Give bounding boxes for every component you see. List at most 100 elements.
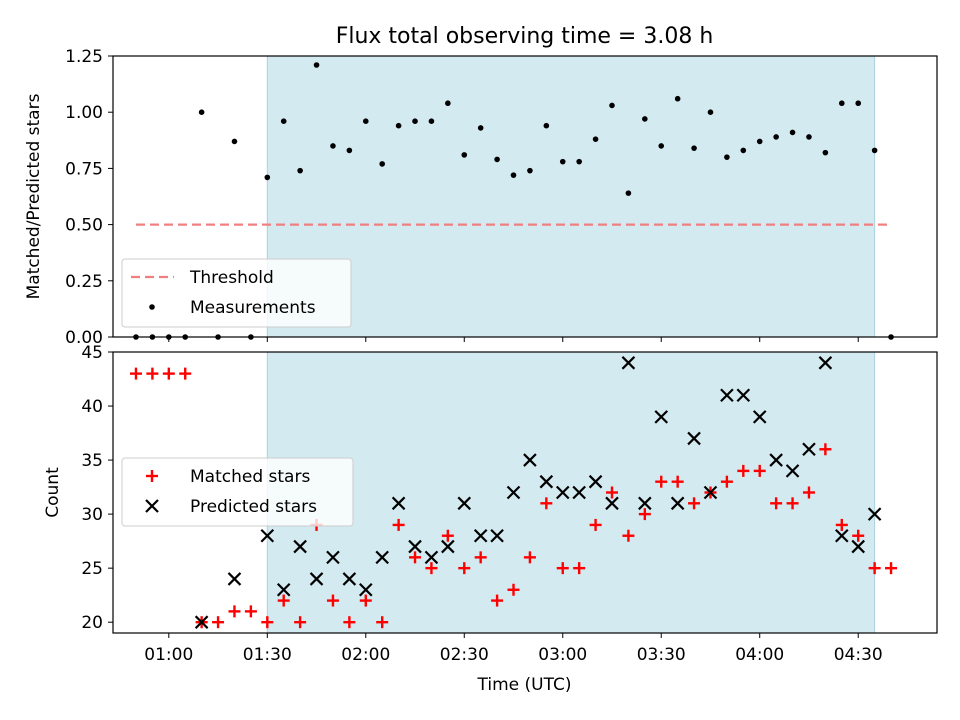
top-panel-frame	[112, 55, 938, 338]
predicted-star-point	[424, 550, 439, 565]
measurement-point	[625, 190, 632, 196]
matched-star-point	[852, 529, 865, 542]
top-panel: 0.00 0.25 0.50 0.75 1.00 1.25 Matched/Predict…	[24, 47, 938, 348]
predicted-star-point	[441, 539, 455, 554]
bottom-shaded-region	[266, 351, 876, 634]
predicted-star-point	[359, 582, 373, 597]
matched-star-point	[786, 497, 799, 510]
legend-measurements-label: Measurements	[190, 298, 316, 318]
matched-star-point	[376, 616, 389, 629]
y-tick-label: 0.75	[65, 159, 103, 179]
measurement-point	[691, 145, 697, 151]
measurement-point	[871, 147, 878, 154]
measurement-point	[477, 125, 484, 131]
predicted-star-point	[703, 485, 718, 500]
predicted-star-point	[572, 485, 586, 500]
matched-star-point	[146, 367, 159, 380]
matched-star-point	[359, 594, 372, 607]
measurement-point	[789, 129, 796, 136]
measurement-point	[346, 147, 353, 154]
measurement-point	[559, 158, 566, 165]
predicted-star-point	[490, 528, 504, 543]
predicted-star-point	[408, 539, 422, 554]
measurement-point	[576, 158, 582, 165]
measurement-point	[494, 156, 500, 163]
measurement-point	[674, 95, 681, 102]
measurement-point	[724, 154, 730, 160]
bottom-panel-frame	[112, 351, 938, 634]
predicted-star-point	[605, 496, 619, 511]
matched-star-point	[409, 551, 422, 564]
matched-star-point	[179, 367, 192, 380]
predicted-star-point	[785, 464, 800, 478]
predicted-star-point	[539, 474, 554, 489]
y-tick-label: 1.00	[65, 103, 103, 123]
measurement-point	[822, 149, 829, 156]
legend-threshold-label: Threshold	[189, 268, 274, 288]
measurement-point	[313, 62, 320, 68]
y-tick-label: 40	[81, 397, 103, 417]
matched-star-point	[589, 518, 602, 531]
y-tick-label: 0.00	[65, 328, 103, 348]
x-tick-label: 01:00	[144, 645, 193, 665]
measurement-point	[592, 136, 599, 142]
predicted-star-point	[260, 528, 275, 543]
predicted-star-point	[720, 388, 734, 403]
predicted-star-point	[227, 572, 242, 586]
matched-star-point	[162, 367, 175, 380]
predicted-star-point	[818, 356, 833, 370]
x-tick-label: 03:30	[637, 645, 686, 665]
bottom-y-ticks: 20 25 30 35 40 45	[81, 343, 113, 633]
measurement-point	[395, 122, 402, 129]
predicted-star-point	[523, 453, 537, 467]
top-legend: Threshold Measurements	[121, 258, 352, 328]
x-tick-label: 04:30	[834, 645, 883, 665]
predicted-star-point	[391, 496, 406, 511]
top-legend-box	[121, 258, 352, 328]
y-tick-label: 25	[81, 559, 103, 579]
measurement-point	[855, 100, 862, 107]
matched-star-point	[294, 616, 307, 629]
predicted-star-point	[457, 496, 472, 511]
measurement-point	[658, 143, 665, 149]
matched-star-point	[261, 616, 274, 629]
predicted-star-point	[670, 496, 685, 511]
matched-star-point	[819, 443, 832, 456]
matched-star-point	[556, 562, 569, 575]
matched-star-point	[638, 508, 651, 521]
matched-star-point	[622, 529, 635, 542]
predicted-stars-points	[194, 356, 882, 629]
predicted-star-point	[293, 539, 307, 554]
matched-star-point	[885, 562, 898, 575]
predicted-star-point	[342, 572, 357, 586]
matched-star-point	[129, 367, 142, 380]
x-axis-label: Time (UTC)	[477, 675, 572, 695]
top-shaded-region	[266, 55, 876, 338]
predicted-star-point	[276, 582, 291, 597]
matched-star-point	[770, 497, 783, 510]
top-x-ticks	[168, 337, 859, 342]
measurement-point	[510, 172, 517, 178]
predicted-star-point	[654, 410, 669, 424]
predicted-star-point	[588, 474, 603, 489]
matched-star-point	[868, 562, 881, 575]
measurement-point	[297, 167, 303, 174]
matched-star-point	[688, 497, 701, 510]
predicted-star-point	[309, 572, 324, 586]
matched-star-point	[458, 562, 471, 575]
matched-star-point	[441, 529, 454, 542]
matched-star-point	[655, 475, 668, 488]
predicted-star-point	[835, 528, 849, 543]
predicted-star-point	[555, 485, 570, 500]
predicted-star-point	[326, 550, 340, 565]
predicted-star-point	[194, 615, 209, 629]
measurement-point	[707, 109, 714, 115]
measurement-point	[198, 109, 205, 115]
matched-star-point	[343, 616, 356, 629]
legend-measurements-swatch	[149, 304, 155, 310]
matched-star-point	[326, 594, 339, 607]
x-tick-label: 02:30	[440, 645, 489, 665]
bottom-x-ticks: 01:00 01:30 02:00 02:30 03:00 03:30 04:00 04:30	[144, 633, 883, 665]
bottom-panel: 20 25 30 35 40 45 01:00 01:30 02:00 02:30 03:00 03…	[43, 343, 938, 695]
